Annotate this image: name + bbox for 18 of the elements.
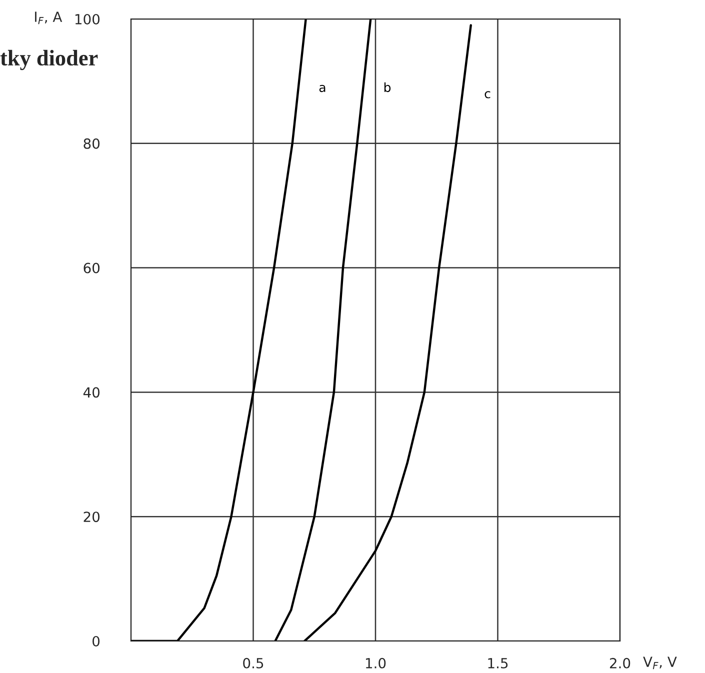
line-series [303,24,472,641]
y-tick-label: 60 [84,262,100,274]
line-series [274,19,372,641]
y-tick-label: 20 [84,512,100,522]
y-tick-label: 100 [75,14,100,24]
series-label: b [384,82,391,92]
x-axis-title: V$_{F}$, V [643,656,677,670]
y-axis-title: I$_{F}$, A [35,12,62,24]
y-tick-label: 40 [83,387,100,398]
x-tick-label: 1.5 [488,658,508,668]
y-tick-label: 80 [84,138,100,149]
series-label: a [319,84,326,92]
x-tick-label: 0.5 [243,658,264,668]
text: tky dioder [0,50,98,70]
x-tick-label: 2.0 [610,658,630,668]
x-tick-label: 1.0 [366,658,386,668]
series-label: c [484,91,490,98]
y-tick-label: 0 [92,636,100,646]
